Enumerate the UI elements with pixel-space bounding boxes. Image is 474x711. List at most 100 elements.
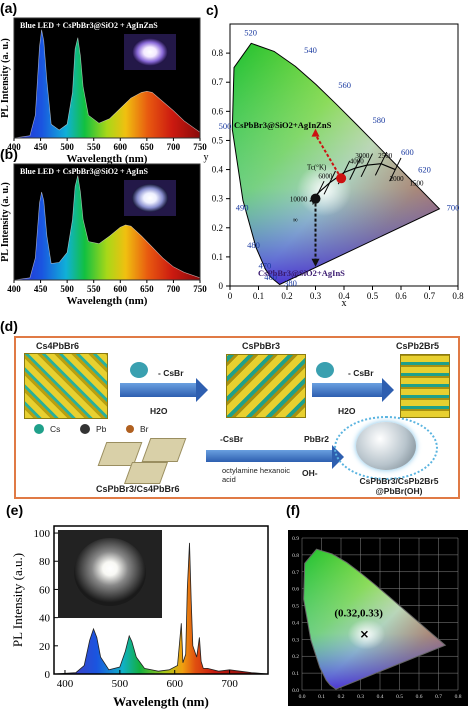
spectrum-line [13,175,201,281]
plot-frame [53,525,269,675]
label-ligands: octylamine hexanoic acid [222,466,290,484]
x-tick-label: 650 [140,142,154,152]
x-tick-label: 400 [7,142,21,152]
x-tick-label: 400 [57,678,74,690]
y-tick-label: 0.1 [292,671,299,677]
annotation-label: CsPbBr3@SiO2+AgInS [258,268,345,278]
label-neg-csbr: -CsBr [220,434,244,444]
x-tick-label: 550 [87,284,101,294]
arrow-line-agInzns [314,134,343,179]
x-tick-label: 0.5 [367,291,379,301]
x-tick-label: 500 [60,142,74,152]
x-tick-label: 0.3 [310,291,322,301]
y-axis-label: PL Intensity (a. u.) [0,182,11,262]
x-tick-label: 700 [167,284,181,294]
pb-atom-icon [80,424,90,434]
legend-cs: Cs [50,424,61,434]
spectrum-line [53,542,269,675]
y-tick-label: 0.3 [292,637,299,643]
x-tick-label: 700 [167,142,181,152]
br-atom-icon [126,425,134,433]
label-cspbbr3: CsPbBr3 [242,341,281,351]
x-tick-label: 0.7 [435,694,442,700]
x-tick-label: 0 [228,291,233,301]
isotherm-line [349,156,362,180]
isotherm-line [323,170,336,195]
composite-film-3 [123,462,169,484]
cie-gamut-blue [303,549,446,690]
x-tick-label: 450 [34,284,48,294]
x-tick-label: 0.1 [253,291,264,301]
wavelength-label: 460 [264,272,277,282]
isotherm-line [374,151,388,176]
cs-atom-icon [34,424,44,434]
annotation-label: CsPbBr3@SiO2+AgInZnS [234,120,332,130]
chart-c: 0 0.1 0.2 0.3 0.4 0.5 0.6 0.7 0.8 0 0.1 0.2 0.3 0.4 0.… [204,23,464,309]
led-glow [132,38,168,66]
x-tick-label: 600 [166,678,183,690]
arrow-cspbbr3-to-cspb2br5 [312,378,394,402]
data-point [360,630,368,638]
plot-frame [13,163,201,281]
panel-label-e: (e) [6,502,24,518]
y-tick-label: 0.9 [292,536,299,542]
x-tick-label: 600 [114,284,128,294]
panel-label-c: c) [206,2,219,18]
panel-label-a: (a) [0,0,18,16]
x-tick-label: 550 [87,142,101,152]
chart-title: Blue LED + CsPbBr3@SiO2 + AgInS [20,167,148,176]
spectrum-line [13,29,201,139]
cct-label: 10000 [290,196,308,204]
y-tick-label: 80 [39,556,51,568]
x-axis-label: Wavelength (nm) [67,295,148,307]
wavelength-label: 520 [244,28,257,38]
x-tick-label: 0.8 [452,291,464,301]
x-tick-label: 0.7 [424,291,436,301]
legend-br: Br [140,424,149,434]
panel-d-schematic: Cs4PbBr6 CsPbBr3 CsPb2Br5 - CsBr H2O - C… [14,336,460,499]
y-axis-label: PL Intensity (a.u.) [10,553,25,647]
data-point [336,173,347,184]
x-tick-label: 0.2 [281,291,292,301]
data-point [310,193,321,204]
label-h2o-1: H2O [150,406,168,416]
water-splash [334,416,438,480]
chart-title: Blue LED + CsPbBr3@SiO2 + AgInZnS [20,21,158,30]
y-tick-label: 0.7 [212,77,224,87]
x-tick-label: 0.6 [395,291,407,301]
wavelength-label: 540 [304,45,317,55]
x-axis-label: x [342,298,347,309]
y-tick-label: 0.6 [292,587,299,593]
cie-gamut-blue [232,43,440,285]
water-droplet-icon-2 [316,362,334,378]
x-tick-label: 750 [193,284,207,294]
isotherm-line [389,157,402,182]
cct-label: 2000 [390,175,405,183]
y-tick-label: 0.5 [292,604,299,610]
wavelength-label: 600 [401,147,414,157]
x-tick-label: 650 [140,284,154,294]
y-tick-label: 0.0 [292,688,299,694]
label-pbbr2: PbBr2 [304,434,330,444]
legend-pb: Pb [96,424,107,434]
y-tick-label: 0.6 [212,106,224,116]
crystal-cspb2br5 [400,354,450,418]
x-tick-label: 0.2 [338,694,345,700]
y-tick-label: 0.4 [292,620,299,626]
wavelength-label: 380 [284,278,297,288]
chart-f: 0.0 0.1 0.2 0.3 0.4 0.5 0.6 0.7 0.8 0.0 0.1 0.2 0.3 0… [288,530,468,706]
x-tick-label: 500 [112,678,129,690]
led-glow [132,184,168,212]
cie-locus [231,42,441,286]
panel-label-d: (d) [0,318,18,334]
arrow-cs4pbbr6-to-cspbbr3 [120,378,208,402]
led-glow [74,538,146,606]
x-tick-label: 450 [34,142,48,152]
panel-label-f: (f) [286,502,300,518]
y-tick-label: 0 [219,281,224,291]
wavelength-label: 490 [236,202,249,212]
label-composite: CsPbBr3/Cs4PbBr6 [96,484,180,494]
panel-label-b: (b) [0,146,18,162]
y-axis-label: PL Intensity (a. u.) [0,38,11,118]
wavelength-label: 580 [373,115,386,125]
